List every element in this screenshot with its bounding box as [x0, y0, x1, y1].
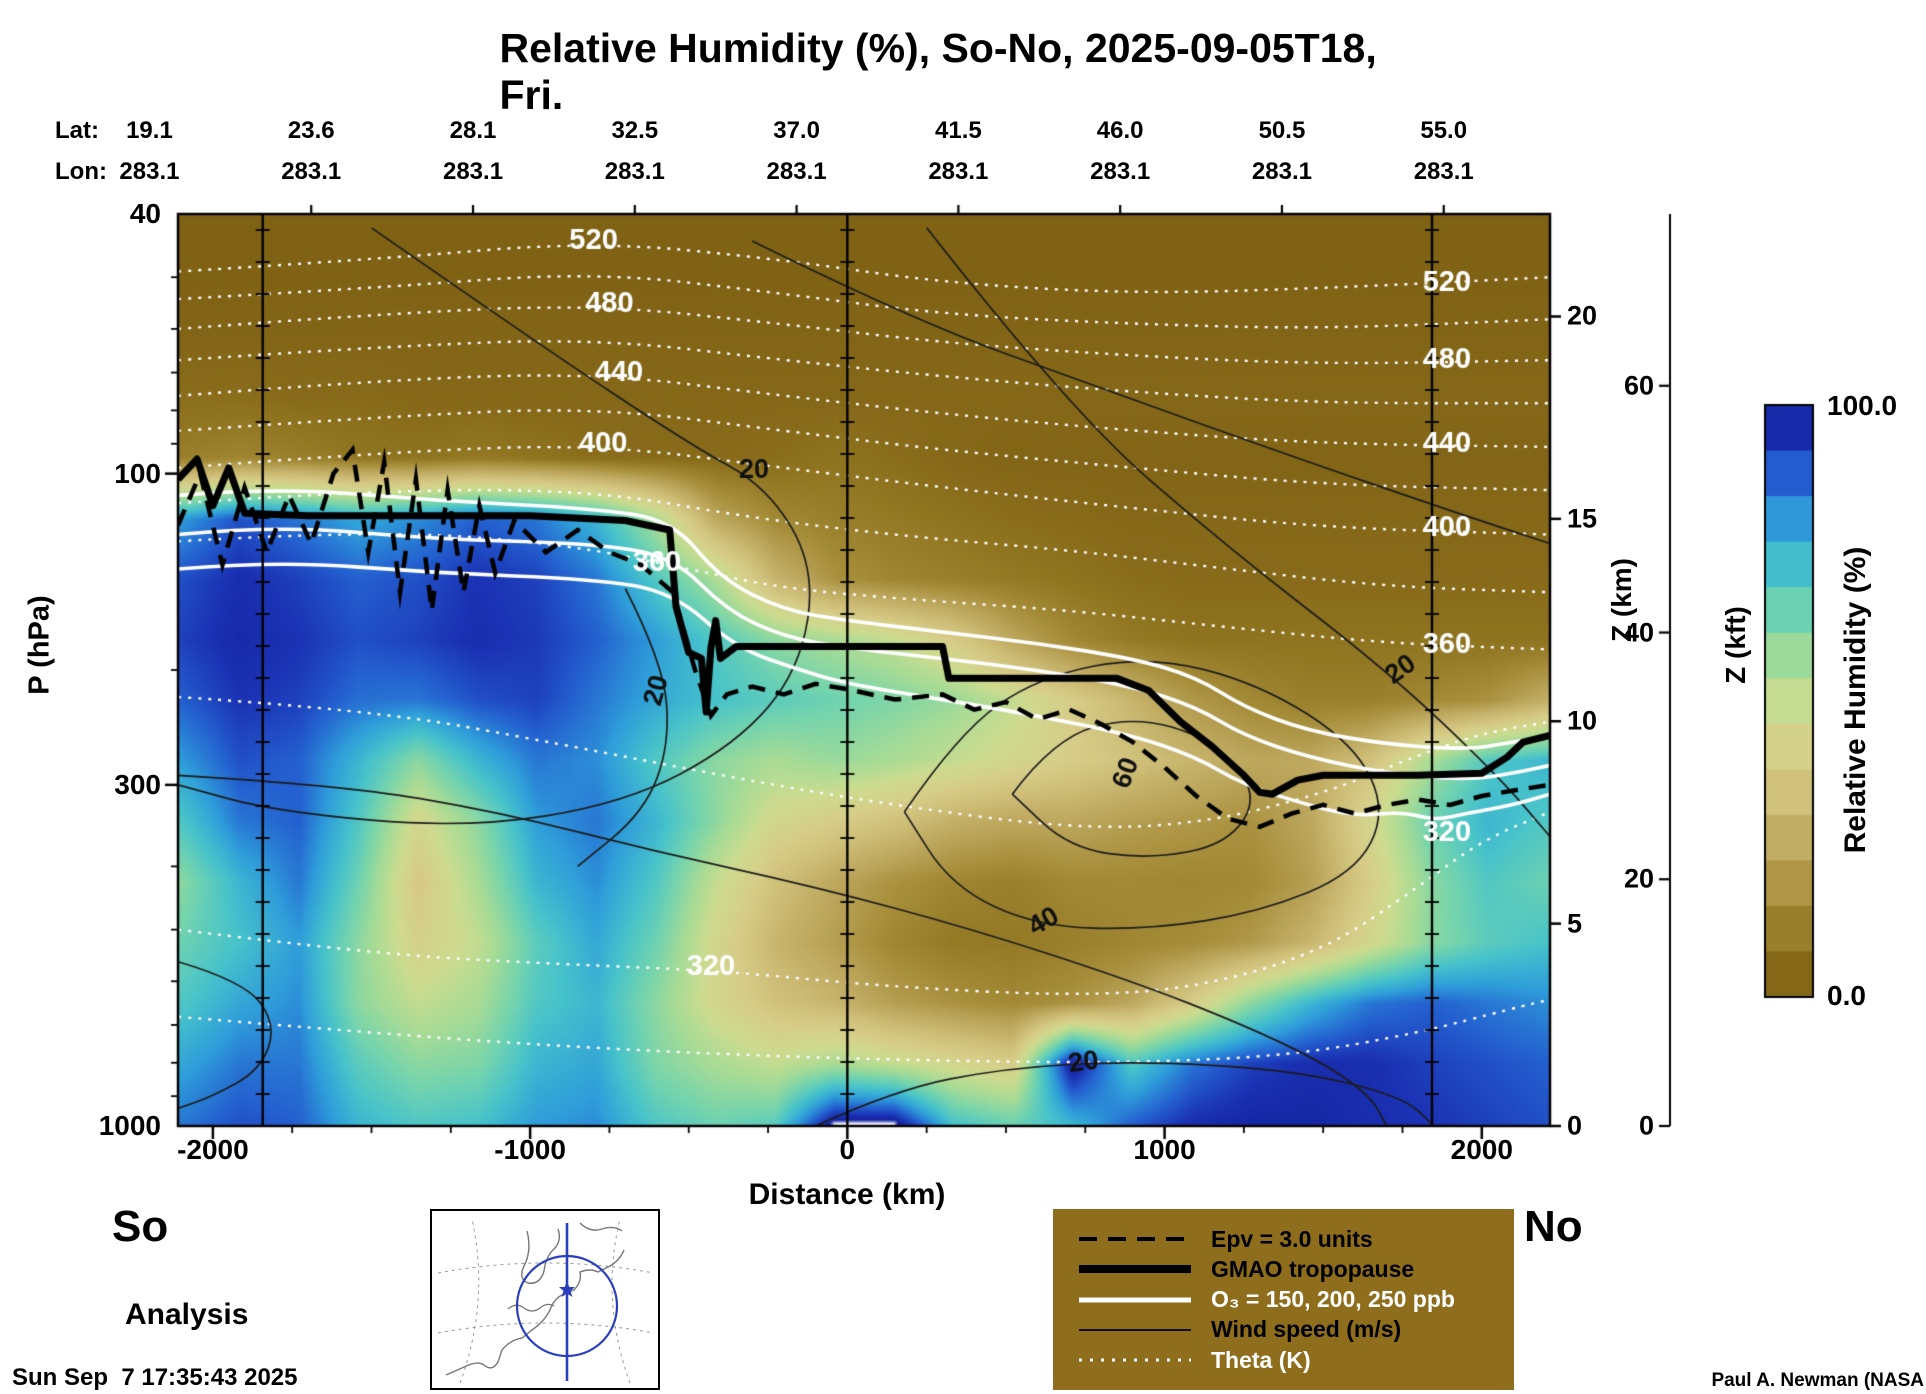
- p-tick-label: 1000: [98, 1110, 161, 1141]
- z-kft-axis-title: Z (kft): [1720, 606, 1751, 684]
- legend-label-tropopause: GMAO tropopause: [1211, 1255, 1415, 1282]
- lat-value: 32.5: [611, 117, 659, 144]
- coastline-path: [579, 1222, 623, 1232]
- z-km-tick-label: 10: [1567, 705, 1598, 736]
- graticule-line: [437, 1322, 655, 1334]
- legend-label-ozone: O₃ = 150, 200, 250 ppb: [1211, 1286, 1455, 1312]
- lon-value: 283.1: [766, 158, 827, 185]
- p-tick-label: 40: [129, 198, 161, 229]
- map-inset-graphic: [437, 1218, 655, 1384]
- z-km-tick-label: 15: [1567, 503, 1598, 534]
- legend-item-ozone: O₃ = 150, 200, 250 ppb: [1075, 1286, 1492, 1314]
- lon-value: 283.1: [442, 158, 504, 185]
- lat-value: 41.5: [935, 117, 982, 144]
- z-km-tick-label: 5: [1567, 908, 1583, 939]
- lon-value: 283.1: [1413, 158, 1474, 185]
- lat-value: 19.1: [126, 117, 173, 144]
- lat-value: 55.0: [1420, 117, 1468, 144]
- legend-item-tropopause: GMAO tropopause: [1075, 1255, 1492, 1283]
- lon-value: 283.1: [928, 158, 989, 185]
- epv-dashed-line-icon: [1079, 1237, 1191, 1241]
- colorbar-min-label: 0.0: [1827, 980, 1866, 1011]
- theta-dotted-line-icon: [1079, 1358, 1191, 1362]
- legend: Epv = 3.0 units GMAO tropopause O₃ = 150…: [1053, 1209, 1514, 1390]
- x-tick-label: -2000: [177, 1134, 249, 1165]
- lon-value: 283.1: [1251, 158, 1312, 185]
- timestamp: Sun Sep 7 17:35:43 2025: [12, 1364, 298, 1391]
- lon-value: 283.1: [119, 158, 180, 185]
- z-km-tick-label: 0: [1567, 1110, 1583, 1141]
- credit: Paul A. Newman (NASA: [1711, 1370, 1924, 1391]
- analysis-label: Analysis: [125, 1298, 249, 1331]
- lat-value: 50.5: [1258, 117, 1306, 144]
- lon-value: 283.1: [604, 158, 665, 185]
- z-kft-tick-label: 20: [1623, 863, 1654, 894]
- legend-item-wind: Wind speed (m/s): [1075, 1316, 1492, 1344]
- distance-axis-title: Distance (km): [748, 1178, 946, 1211]
- z-kft-tick-label: 60: [1623, 370, 1654, 401]
- legend-label-theta: Theta (K): [1211, 1346, 1311, 1373]
- coastline-path: [521, 1228, 561, 1284]
- legend-item-theta: Theta (K): [1075, 1346, 1492, 1374]
- graticule-line: [437, 1262, 655, 1274]
- lon-row-prefix: Lon:: [55, 158, 107, 185]
- south-endpoint-label: So: [112, 1202, 169, 1251]
- x-tick-label: 2000: [1450, 1134, 1513, 1165]
- x-tick-label: -1000: [494, 1134, 566, 1165]
- ozone-line-icon: [1079, 1297, 1191, 1302]
- graticule-line: [611, 1218, 631, 1384]
- lon-value: 283.1: [281, 158, 342, 185]
- x-tick-label: 0: [839, 1134, 856, 1165]
- p-tick-label: 100: [114, 457, 161, 489]
- lat-value: 46.0: [1096, 117, 1144, 144]
- x-tick-label: 1000: [1133, 1134, 1196, 1165]
- legend-item-epv: Epv = 3.0 units: [1075, 1225, 1492, 1253]
- coastline-path: [445, 1249, 625, 1376]
- tropopause-line-icon: [1079, 1265, 1191, 1274]
- graticule-line: [459, 1218, 480, 1384]
- z-km-tick-label: 20: [1567, 300, 1598, 331]
- lat-value: 28.1: [449, 117, 497, 144]
- colorbar-max-label: 100.0: [1827, 390, 1898, 421]
- p-tick-label: 300: [114, 768, 161, 800]
- lat-row-prefix: Lat:: [55, 117, 99, 144]
- wind-line-icon: [1079, 1328, 1191, 1331]
- colorbar-title: Relative Humidity (%): [1839, 546, 1872, 854]
- z-kft-tick-label: 0: [1638, 1110, 1654, 1141]
- pressure-axis-title: P (hPa): [23, 595, 56, 695]
- lat-value: 23.6: [287, 117, 335, 144]
- coastline-path: [507, 1303, 555, 1312]
- page-title: Relative Humidity (%), So-No, 2025-09-05…: [499, 25, 1377, 118]
- lat-value: 37.0: [773, 117, 820, 144]
- location-star-icon: [559, 1281, 575, 1297]
- legend-label-wind: Wind speed (m/s): [1211, 1316, 1402, 1343]
- lon-value: 283.1: [1090, 158, 1151, 185]
- map-inset: [430, 1209, 660, 1390]
- z-kft-tick-label: 40: [1623, 617, 1654, 648]
- legend-label-epv: Epv = 3.0 units: [1211, 1225, 1373, 1252]
- north-endpoint-label: No: [1524, 1202, 1583, 1251]
